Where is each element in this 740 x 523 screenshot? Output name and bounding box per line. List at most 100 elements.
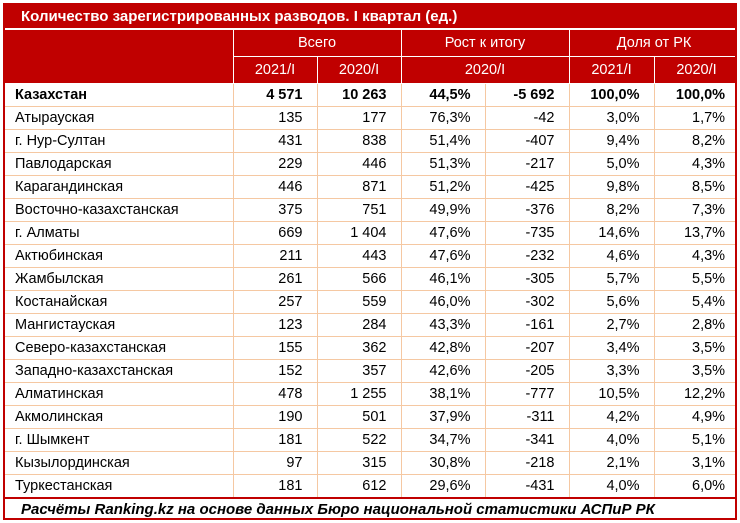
value-cell: 2,8%: [653, 313, 735, 337]
table-row: Карагандинская 446 871 51,2% -425 9,8% 8,5%: [5, 175, 735, 199]
value-cell: 135: [232, 106, 318, 130]
table-row: Кызылординская 97 315 30,8% -218 2,1% 3,1%: [5, 451, 735, 475]
value-cell: 4 571: [232, 83, 318, 107]
value-cell: 8,2%: [568, 198, 655, 222]
value-cell: 838: [316, 129, 402, 153]
value-cell: 446: [316, 152, 402, 176]
table-row: Северо-казахстанская 155 362 42,8% -207 3,4% 3…: [5, 336, 735, 360]
table-body: Казахстан 4 571 10 263 44,5% -5 692 100,0% 100…: [5, 83, 735, 499]
value-cell: 3,1%: [653, 451, 735, 475]
value-cell: -341: [484, 428, 570, 452]
value-cell: 100,0%: [568, 83, 655, 107]
value-cell: 9,8%: [568, 175, 655, 199]
table-row: г. Нур-Султан 431 838 51,4% -407 9,4% 8,2%: [5, 129, 735, 153]
value-cell: 4,9%: [653, 405, 735, 429]
value-cell: -407: [484, 129, 570, 153]
value-cell: 97: [232, 451, 318, 475]
column-header-share-2021: 2021/I: [568, 56, 655, 84]
region-name: Актюбинская: [5, 244, 234, 268]
value-cell: 446: [232, 175, 318, 199]
table-row: Восточно-казахстанская 375 751 49,9% -376 8,2…: [5, 198, 735, 222]
value-cell: 612: [316, 474, 402, 499]
value-cell: 3,0%: [568, 106, 655, 130]
value-cell: 12,2%: [653, 382, 735, 406]
value-cell: 76,3%: [400, 106, 486, 130]
region-name: г. Нур-Султан: [5, 129, 234, 153]
value-cell: 5,1%: [653, 428, 735, 452]
value-cell: 190: [232, 405, 318, 429]
table-row: Туркестанская 181 612 29,6% -431 4,0% 6,0%: [5, 474, 735, 499]
table-row: Мангистауская 123 284 43,3% -161 2,7% 2,8%: [5, 313, 735, 337]
region-name: Атырауская: [5, 106, 234, 130]
value-cell: 7,3%: [653, 198, 735, 222]
value-cell: 4,0%: [568, 474, 655, 499]
header-period-row: 2021/I 2020/I 2020/I 2021/I 2020/I: [5, 56, 735, 84]
value-cell: 1 404: [316, 221, 402, 245]
value-cell: 46,0%: [400, 290, 486, 314]
value-cell: 43,3%: [400, 313, 486, 337]
value-cell: 181: [232, 474, 318, 499]
column-group-total: Всего: [232, 28, 402, 57]
value-cell: 871: [316, 175, 402, 199]
region-name: Костанайская: [5, 290, 234, 314]
value-cell: 566: [316, 267, 402, 291]
value-cell: 5,5%: [653, 267, 735, 291]
value-cell: 10,5%: [568, 382, 655, 406]
value-cell: 5,0%: [568, 152, 655, 176]
region-name: Кызылординская: [5, 451, 234, 475]
table-row: г. Алматы 669 1 404 47,6% -735 14,6% 13,7%: [5, 221, 735, 245]
value-cell: 4,3%: [653, 152, 735, 176]
table-row: Алматинская 478 1 255 38,1% -777 10,5% 12,2%: [5, 382, 735, 406]
value-cell: 315: [316, 451, 402, 475]
value-cell: 357: [316, 359, 402, 383]
value-cell: -217: [484, 152, 570, 176]
value-cell: 46,1%: [400, 267, 486, 291]
table-row: Жамбылская 261 566 46,1% -305 5,7% 5,5%: [5, 267, 735, 291]
value-cell: -376: [484, 198, 570, 222]
value-cell: 9,4%: [568, 129, 655, 153]
value-cell: 38,1%: [400, 382, 486, 406]
value-cell: 34,7%: [400, 428, 486, 452]
value-cell: 44,5%: [400, 83, 486, 107]
value-cell: 13,7%: [653, 221, 735, 245]
value-cell: 478: [232, 382, 318, 406]
value-cell: 3,5%: [653, 359, 735, 383]
value-cell: 362: [316, 336, 402, 360]
value-cell: -5 692: [484, 83, 570, 107]
value-cell: 10 263: [316, 83, 402, 107]
value-cell: 47,6%: [400, 244, 486, 268]
value-cell: 1 255: [316, 382, 402, 406]
value-cell: 5,6%: [568, 290, 655, 314]
region-name: Казахстан: [5, 83, 234, 107]
value-cell: 522: [316, 428, 402, 452]
value-cell: 4,2%: [568, 405, 655, 429]
value-cell: 181: [232, 428, 318, 452]
column-group-growth: Рост к итогу: [400, 28, 570, 57]
column-header-growth-2020: 2020/I: [400, 56, 570, 84]
value-cell: 229: [232, 152, 318, 176]
region-name: Жамбылская: [5, 267, 234, 291]
region-name: Восточно-казахстанская: [5, 198, 234, 222]
region-name: Туркестанская: [5, 474, 234, 499]
value-cell: 49,9%: [400, 198, 486, 222]
region-name: г. Алматы: [5, 221, 234, 245]
value-cell: 284: [316, 313, 402, 337]
value-cell: 375: [232, 198, 318, 222]
value-cell: 100,0%: [653, 83, 735, 107]
region-name: Алматинская: [5, 382, 234, 406]
value-cell: 2,7%: [568, 313, 655, 337]
column-header-share-2020: 2020/I: [653, 56, 735, 84]
table-row: Актюбинская 211 443 47,6% -232 4,6% 4,3%: [5, 244, 735, 268]
value-cell: 42,8%: [400, 336, 486, 360]
value-cell: 177: [316, 106, 402, 130]
region-name: г. Шымкент: [5, 428, 234, 452]
table-title: Количество зарегистрированных разводов. …: [5, 5, 735, 30]
header-group-row: Всего Рост к итогу Доля от РК: [5, 28, 735, 84]
value-cell: 152: [232, 359, 318, 383]
value-cell: -42: [484, 106, 570, 130]
value-cell: 155: [232, 336, 318, 360]
column-header-total-2021: 2021/I: [232, 56, 318, 84]
value-cell: 4,6%: [568, 244, 655, 268]
value-cell: 6,0%: [653, 474, 735, 499]
table-row: Казахстан 4 571 10 263 44,5% -5 692 100,0% 100…: [5, 83, 735, 107]
